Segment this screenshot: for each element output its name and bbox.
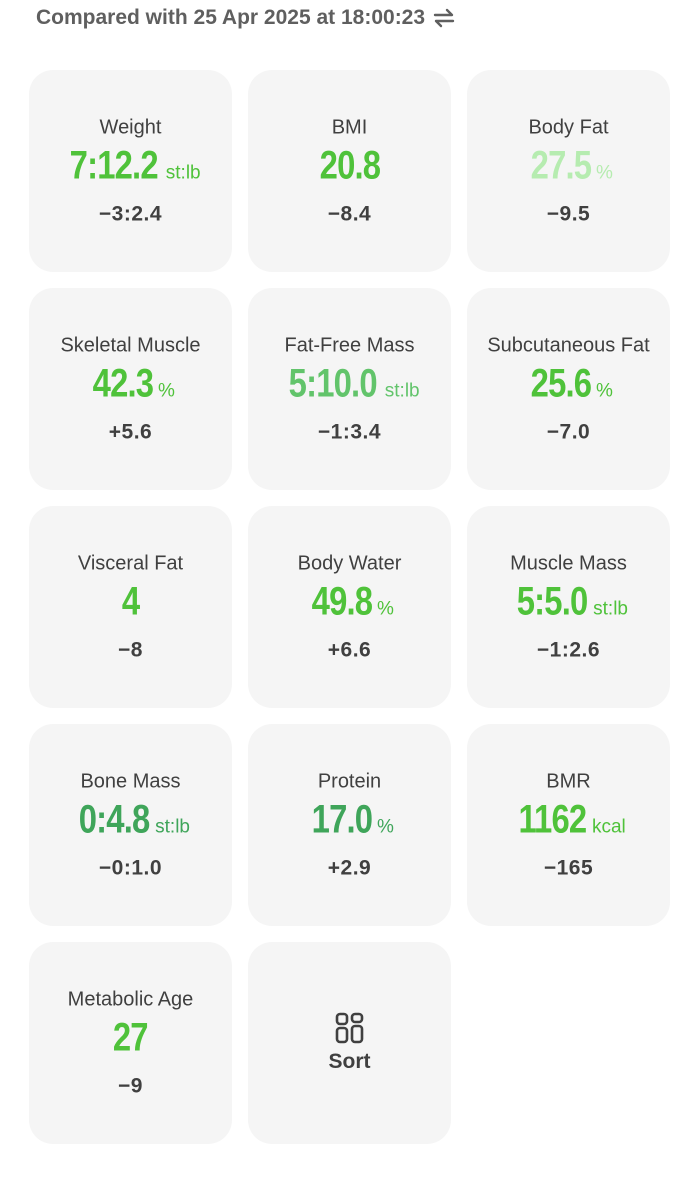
metric-card-fat-free-mass[interactable]: Fat-Free Mass 5:10.0 st:lb −1:3.4 [248, 288, 451, 490]
metric-value-row: 49.8% [305, 579, 394, 625]
metric-label: Skeletal Muscle [60, 334, 201, 357]
metric-unit: % [157, 380, 175, 402]
metric-value-row: 0:4.8 st:lb [71, 797, 190, 843]
metric-content: Muscle Mass 5:5.0 st:lb −1:2.6 [467, 552, 670, 663]
metric-value-row: 25.6% [524, 361, 613, 407]
metric-value: 42.3 [92, 361, 154, 406]
metric-value: 7:12.2 [70, 143, 159, 188]
metric-unit: % [595, 162, 613, 184]
metric-label: Fat-Free Mass [284, 334, 415, 357]
metric-card-protein[interactable]: Protein 17.0% +2.9 [248, 724, 451, 926]
metric-label: Metabolic Age [67, 988, 194, 1011]
metric-delta: −7.0 [546, 420, 591, 444]
metric-delta: −8 [118, 638, 143, 662]
metric-value: 17.0 [311, 797, 373, 842]
metric-value: 0:4.8 [78, 797, 150, 842]
metric-value-row: 7:12.2 st:lb [60, 143, 201, 189]
metric-delta: −3:2.4 [98, 202, 163, 226]
metric-value: 5:10.0 [289, 361, 378, 406]
metric-card-weight[interactable]: Weight 7:12.2 st:lb −3:2.4 [29, 70, 232, 272]
metric-content: Visceral Fat 4 −8 [29, 552, 232, 663]
comparison-header[interactable]: Compared with 25 Apr 2025 at 18:00:23 [36, 6, 455, 30]
sort-label: Sort [328, 1050, 371, 1073]
metric-content: BMI 20.8 −8.4 [248, 116, 451, 227]
metric-content: BMR 1162 kcal −165 [467, 770, 670, 881]
metric-content: Fat-Free Mass 5:10.0 st:lb −1:3.4 [248, 334, 451, 445]
metric-value: 1162 [518, 797, 588, 842]
metric-unit: st:lb [165, 162, 201, 184]
metric-content: Body Water 49.8% +6.6 [248, 552, 451, 663]
metric-card-bmr[interactable]: BMR 1162 kcal −165 [467, 724, 670, 926]
metric-unit: % [595, 380, 613, 402]
metric-content: Metabolic Age 27 −9 [29, 988, 232, 1099]
metric-delta: −0:1.0 [98, 856, 163, 880]
metric-value-row: 5:10.0 st:lb [279, 361, 420, 407]
metric-unit: % [376, 598, 394, 620]
metric-label: BMI [331, 116, 368, 139]
metric-value-row: 42.3% [86, 361, 175, 407]
metrics-grid: Weight 7:12.2 st:lb −3:2.4 BMI 20.8 −8.4 Body… [29, 70, 670, 1144]
metric-value-row: 27 [109, 1015, 152, 1061]
metric-delta: +6.6 [327, 638, 372, 662]
metric-card-skeletal-muscle[interactable]: Skeletal Muscle 42.3% +5.6 [29, 288, 232, 490]
metric-card-metabolic-age[interactable]: Metabolic Age 27 −9 [29, 942, 232, 1144]
metric-value: 27.5 [530, 143, 592, 188]
metric-label: Visceral Fat [77, 552, 184, 575]
metric-value-row: 20.8 [313, 143, 387, 189]
metric-value: 20.8 [319, 143, 380, 188]
metric-content: Body Fat 27.5% −9.5 [467, 116, 670, 227]
metric-label: Subcutaneous Fat [487, 334, 650, 357]
metric-value: 27 [113, 1015, 149, 1060]
metric-label: Weight [99, 116, 162, 139]
metric-card-muscle-mass[interactable]: Muscle Mass 5:5.0 st:lb −1:2.6 [467, 506, 670, 708]
metric-label: Body Water [297, 552, 402, 575]
comparison-text: Compared with 25 Apr 2025 at 18:00:23 [36, 6, 426, 29]
metric-value: 25.6 [530, 361, 592, 406]
metric-value-row: 27.5% [524, 143, 613, 189]
metric-delta: −8.4 [327, 202, 372, 226]
metric-label: Protein [317, 770, 382, 793]
metric-card-subcutaneous-fat[interactable]: Subcutaneous Fat 25.6% −7.0 [467, 288, 670, 490]
metric-content: Subcutaneous Fat 25.6% −7.0 [467, 334, 670, 445]
metric-unit: kcal [591, 816, 626, 838]
metric-card-bone-mass[interactable]: Bone Mass 0:4.8 st:lb −0:1.0 [29, 724, 232, 926]
metric-content: Skeletal Muscle 42.3% +5.6 [29, 334, 232, 445]
metric-delta: −9 [118, 1074, 143, 1098]
metric-unit: st:lb [155, 816, 191, 838]
metric-card-visceral-fat[interactable]: Visceral Fat 4 −8 [29, 506, 232, 708]
sort-grid-icon [335, 1012, 363, 1044]
metric-value-row: 4 [120, 579, 141, 625]
metric-value-row: 5:5.0 st:lb [509, 579, 628, 625]
metric-content: Protein 17.0% +2.9 [248, 770, 451, 881]
sort-content: Sort [248, 1012, 451, 1074]
metric-unit: st:lb [593, 598, 629, 620]
metric-unit: % [376, 816, 394, 838]
metric-content: Bone Mass 0:4.8 st:lb −0:1.0 [29, 770, 232, 881]
metric-card-bmi[interactable]: BMI 20.8 −8.4 [248, 70, 451, 272]
metric-card-body-fat[interactable]: Body Fat 27.5% −9.5 [467, 70, 670, 272]
metric-value-row: 1162 kcal [511, 797, 626, 843]
metric-delta: −165 [543, 856, 594, 880]
metric-delta: +2.9 [327, 856, 372, 880]
metric-delta: +5.6 [108, 420, 153, 444]
metric-delta: −9.5 [546, 202, 591, 226]
metric-delta: −1:3.4 [317, 420, 382, 444]
sort-button[interactable]: Sort [248, 942, 451, 1144]
metric-content: Weight 7:12.2 st:lb −3:2.4 [29, 116, 232, 227]
metric-label: BMR [546, 770, 591, 793]
metric-value: 5:5.0 [516, 579, 588, 624]
metric-value: 49.8 [311, 579, 373, 624]
metric-label: Bone Mass [80, 770, 181, 793]
metric-card-body-water[interactable]: Body Water 49.8% +6.6 [248, 506, 451, 708]
metric-delta: −1:2.6 [536, 638, 601, 662]
metric-label: Body Fat [528, 116, 609, 139]
metric-unit: st:lb [384, 380, 420, 402]
metric-value-row: 17.0% [305, 797, 394, 843]
swap-arrows-icon[interactable] [433, 8, 455, 28]
metric-label: Muscle Mass [510, 552, 627, 575]
metric-value: 4 [121, 579, 140, 624]
